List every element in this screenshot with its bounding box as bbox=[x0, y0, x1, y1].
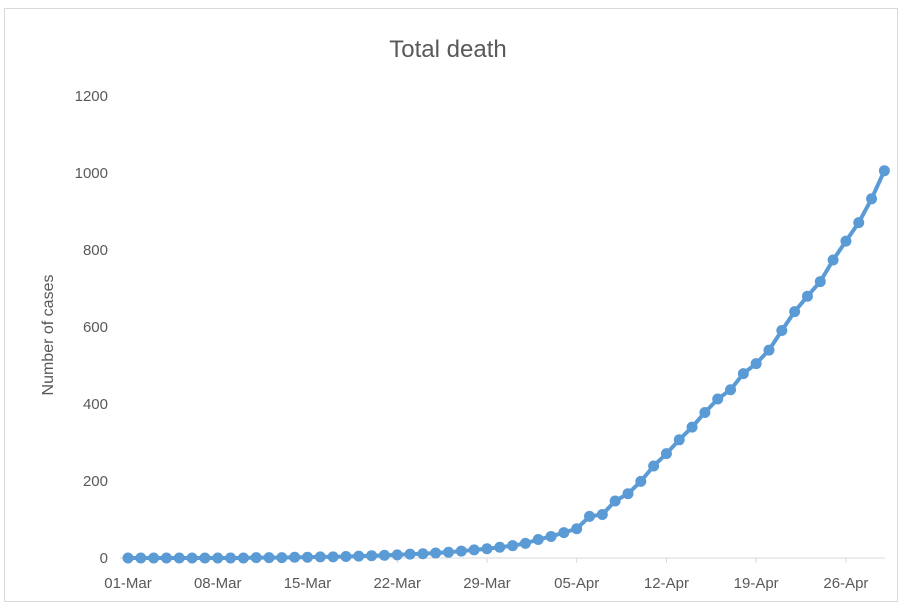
line-chart: Total death Number of cases 0 200 400 600 80… bbox=[40, 36, 890, 592]
y-axis-ticks: 0 200 400 600 800 1000 1200 bbox=[75, 88, 108, 567]
y-axis-label: Number of cases bbox=[40, 275, 57, 396]
y-tick-label: 200 bbox=[83, 473, 108, 490]
data-point bbox=[635, 475, 647, 487]
data-point bbox=[673, 434, 685, 446]
x-tick-label: 01-Mar bbox=[104, 575, 152, 592]
x-tick-label: 12-Apr bbox=[644, 575, 689, 592]
data-point bbox=[353, 550, 365, 562]
data-point bbox=[122, 552, 134, 564]
y-tick-label: 600 bbox=[83, 319, 108, 336]
data-point bbox=[289, 551, 301, 563]
y-tick-label: 400 bbox=[83, 396, 108, 413]
x-tick-label: 15-Mar bbox=[284, 575, 332, 592]
data-point bbox=[801, 290, 813, 302]
data-point bbox=[596, 509, 608, 520]
data-point bbox=[314, 551, 326, 563]
x-tick-label: 29-Mar bbox=[463, 575, 511, 592]
y-tick-label: 1200 bbox=[75, 88, 108, 105]
y-tick-label: 0 bbox=[100, 550, 108, 567]
data-point bbox=[340, 550, 352, 562]
data-point bbox=[417, 548, 429, 560]
data-point bbox=[878, 165, 890, 177]
data-point bbox=[250, 552, 262, 564]
data-point bbox=[507, 540, 519, 552]
x-tick-label: 08-Mar bbox=[194, 575, 242, 592]
data-point bbox=[378, 549, 390, 561]
data-point bbox=[276, 552, 288, 564]
data-point bbox=[763, 344, 775, 356]
x-axis-ticks: 01-Mar 08-Mar 15-Mar 22-Mar 29-Mar 05-Apr 12-A… bbox=[104, 558, 868, 592]
data-point bbox=[776, 324, 788, 336]
y-tick-label: 1000 bbox=[75, 165, 108, 182]
series-line bbox=[126, 168, 887, 560]
data-point bbox=[199, 552, 211, 564]
data-point bbox=[840, 235, 852, 247]
data-point bbox=[455, 545, 467, 557]
data-point bbox=[725, 384, 737, 396]
data-point bbox=[468, 544, 480, 556]
x-tick-label: 19-Apr bbox=[734, 575, 779, 592]
data-point bbox=[263, 552, 275, 564]
data-point bbox=[186, 552, 198, 564]
data-point bbox=[853, 217, 865, 229]
data-point bbox=[430, 547, 442, 559]
data-point bbox=[135, 552, 147, 564]
data-point bbox=[366, 550, 378, 562]
data-point bbox=[481, 543, 493, 555]
data-point bbox=[545, 530, 557, 542]
data-point bbox=[391, 549, 403, 561]
data-point bbox=[173, 552, 185, 564]
chart-title: Total death bbox=[389, 36, 506, 63]
data-point bbox=[814, 276, 826, 288]
data-point bbox=[237, 552, 249, 564]
data-point bbox=[584, 510, 596, 522]
data-point bbox=[148, 552, 160, 564]
series-points bbox=[122, 165, 890, 564]
data-point bbox=[789, 306, 801, 318]
data-point bbox=[327, 551, 339, 563]
data-point bbox=[558, 527, 570, 539]
data-point bbox=[686, 421, 698, 433]
data-point bbox=[212, 552, 224, 564]
data-point bbox=[866, 193, 878, 205]
data-point bbox=[648, 460, 660, 472]
data-point bbox=[609, 495, 621, 507]
data-point bbox=[660, 448, 672, 460]
data-point bbox=[827, 254, 839, 266]
data-point bbox=[699, 406, 711, 418]
data-point bbox=[160, 552, 172, 564]
data-point bbox=[443, 546, 454, 558]
x-tick-label: 26-Apr bbox=[823, 575, 868, 592]
x-tick-label: 05-Apr bbox=[554, 575, 599, 592]
data-point bbox=[225, 552, 237, 564]
data-point bbox=[622, 488, 634, 500]
data-point bbox=[532, 534, 544, 546]
data-point bbox=[571, 523, 583, 535]
data-point bbox=[712, 393, 724, 405]
data-point bbox=[519, 537, 531, 549]
data-point bbox=[404, 548, 416, 560]
data-point bbox=[301, 551, 313, 563]
x-tick-label: 22-Mar bbox=[373, 575, 421, 592]
data-point bbox=[750, 358, 762, 370]
y-tick-label: 800 bbox=[83, 242, 108, 259]
data-point bbox=[737, 368, 749, 380]
chart-frame: Total death Number of cases 0 200 400 600 80… bbox=[4, 8, 898, 602]
data-point bbox=[494, 541, 506, 553]
